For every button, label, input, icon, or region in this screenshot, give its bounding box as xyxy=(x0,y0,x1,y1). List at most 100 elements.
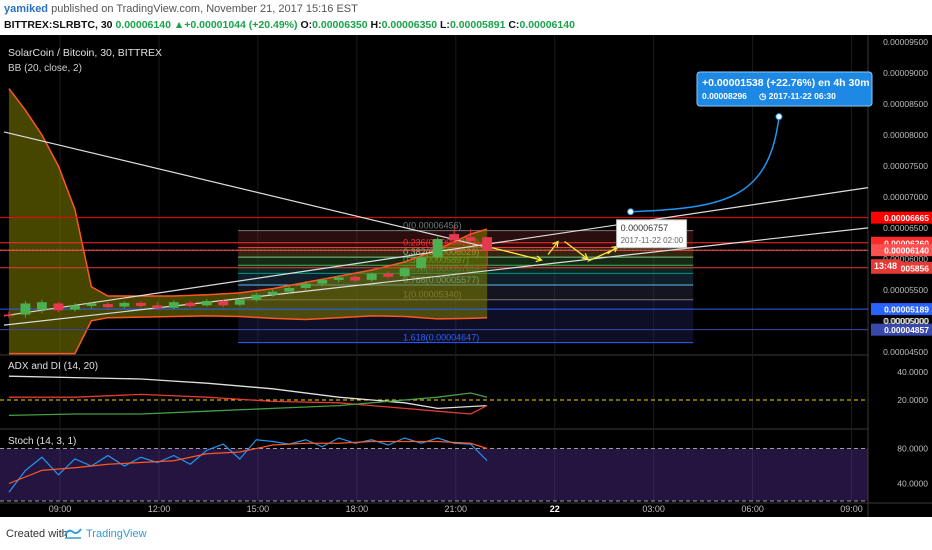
main-pane-title: SolarCoin / Bitcoin, 30, BITTREX xyxy=(8,47,162,59)
candle-body xyxy=(449,234,460,241)
candle-body xyxy=(201,300,212,306)
adx-pane-title: ADX and DI (14, 20) xyxy=(8,361,98,372)
candle-body xyxy=(234,299,245,305)
countdown-badge-text: 13:48 xyxy=(874,261,897,271)
candle-body xyxy=(267,291,278,295)
forecast-arrow xyxy=(547,241,559,255)
candle-body xyxy=(152,305,163,309)
projection-end-point xyxy=(775,113,783,121)
forecast-arrow xyxy=(491,247,542,261)
author-link[interactable]: yamiked xyxy=(4,3,49,15)
candle-body xyxy=(20,303,31,315)
tradingview-logo-icon[interactable] xyxy=(64,526,82,540)
candle-body xyxy=(383,273,394,277)
price-axis-tick: 0.00005500 xyxy=(883,285,928,295)
created-with-label: Created with xyxy=(6,528,68,540)
price-axis-tick: 0.00005000 xyxy=(884,316,929,326)
tradingview-link[interactable]: TradingView xyxy=(86,528,147,540)
marker-tooltip-price: 0.00006757 xyxy=(621,223,669,233)
close-value: 0.00006140 xyxy=(519,19,575,31)
trendline-descending xyxy=(3,131,489,249)
adx-series-line xyxy=(8,393,488,415)
forecast-arrow xyxy=(564,241,589,260)
chart-header: yamiked published on TradingView.com, No… xyxy=(0,0,932,35)
projection-callout-price: 0.00008296 xyxy=(702,91,747,101)
candle-body xyxy=(86,303,97,306)
candle-body xyxy=(119,302,130,307)
price-axis-tick: 0.00008500 xyxy=(883,99,928,109)
candle-body xyxy=(416,257,427,269)
forecast-arrowhead xyxy=(581,253,589,260)
fib-level-label: 1.618(0.00004647) xyxy=(403,333,479,343)
candle-body xyxy=(168,302,179,308)
chart-canvas[interactable]: 0(0.00006456)0.236(0.00006183)0.382(0.00… xyxy=(0,35,932,517)
change-up-icon: ▲ xyxy=(173,19,185,31)
low-value: 0.00005891 xyxy=(449,19,506,31)
low-label: L: xyxy=(440,19,450,31)
projection-callout xyxy=(696,71,873,107)
candle-body xyxy=(135,302,146,306)
bollinger-band-fill xyxy=(8,88,488,354)
symbol-label: BITTREX:SLRBTC, 30 xyxy=(4,19,113,31)
ohlc-legend: BITTREX:SLRBTC, 30 0.00006140 ▲+0.000010… xyxy=(4,19,575,31)
marker-tooltip xyxy=(616,219,688,249)
adx-series-line xyxy=(8,392,488,417)
candle-body xyxy=(53,303,64,311)
candle-body xyxy=(185,302,196,306)
price-axis-badge xyxy=(871,323,932,336)
price-axis-tick: 0.00005000 xyxy=(883,316,928,326)
candle-body xyxy=(350,276,361,281)
published-text: published on TradingView.com, November 2… xyxy=(51,3,358,15)
candle-body xyxy=(482,237,493,251)
candle-body xyxy=(102,304,113,308)
price-axis-badge xyxy=(871,211,932,224)
time-axis-tick: 18:00 xyxy=(346,504,369,514)
stoch-band-fill xyxy=(0,448,868,501)
forecast-arrowhead xyxy=(535,255,543,263)
price-axis-tick: 0.00009000 xyxy=(883,68,928,78)
price-axis-badge-text: 0.00006140 xyxy=(884,246,929,256)
chart-area[interactable]: 0(0.00006456)0.236(0.00006183)0.382(0.00… xyxy=(0,35,932,517)
candle-body xyxy=(399,268,410,277)
stoch-series-line xyxy=(8,440,488,485)
candle-body xyxy=(69,305,80,310)
candle-body xyxy=(218,300,229,306)
adx-axis-tick: 20.0000 xyxy=(897,395,928,405)
close-label: C: xyxy=(508,19,520,31)
price-axis-badge-text: 0.00005856 xyxy=(884,263,929,273)
bollinger-lower-line xyxy=(8,315,488,355)
price-axis-tick: 0.00007500 xyxy=(883,161,928,171)
time-axis-tick: 09:00 xyxy=(49,504,72,514)
last-price: 0.00006140 xyxy=(115,19,171,31)
projection-start-point xyxy=(627,208,635,216)
fib-level-label: 0(0.00006456) xyxy=(403,221,462,231)
time-axis-tick: 09:00 xyxy=(840,504,863,514)
countdown-badge xyxy=(871,259,901,273)
open-value: 0.00006350 xyxy=(312,19,368,31)
time-axis-tick: 15:00 xyxy=(247,504,270,514)
time-axis-tick: 03:00 xyxy=(642,504,665,514)
price-change: +0.00001044 (+20.49%) xyxy=(184,19,298,31)
candle-body xyxy=(333,277,344,280)
stoch-series-line xyxy=(8,437,488,493)
publish-info: yamiked published on TradingView.com, No… xyxy=(4,3,358,15)
time-axis-tick: 12:00 xyxy=(148,504,171,514)
bollinger-upper-line xyxy=(8,88,488,297)
candle-body xyxy=(366,273,377,280)
candle-body xyxy=(465,237,476,241)
candle-body xyxy=(4,314,14,317)
time-axis-tick: 06:00 xyxy=(741,504,764,514)
footer: Created with TradingView xyxy=(0,517,932,550)
stoch-axis-tick: 80.0000 xyxy=(897,444,928,454)
forecast-arrow xyxy=(607,245,618,255)
stoch-pane-title: Stoch (14, 3, 1) xyxy=(8,436,76,447)
price-axis-badge-text: 0.00004857 xyxy=(884,325,929,335)
high-value: 0.00006350 xyxy=(381,19,438,31)
open-label: O: xyxy=(300,19,313,31)
candle-body xyxy=(317,279,328,284)
price-axis-badge xyxy=(871,303,932,316)
candle-body xyxy=(432,239,443,258)
projection-callout-text: +0.00001538 (+22.76%) en 4h 30m xyxy=(702,77,870,89)
price-axis-badge-text: 0.00006665 xyxy=(884,213,929,223)
adx-axis-tick: 40.0000 xyxy=(897,367,928,377)
